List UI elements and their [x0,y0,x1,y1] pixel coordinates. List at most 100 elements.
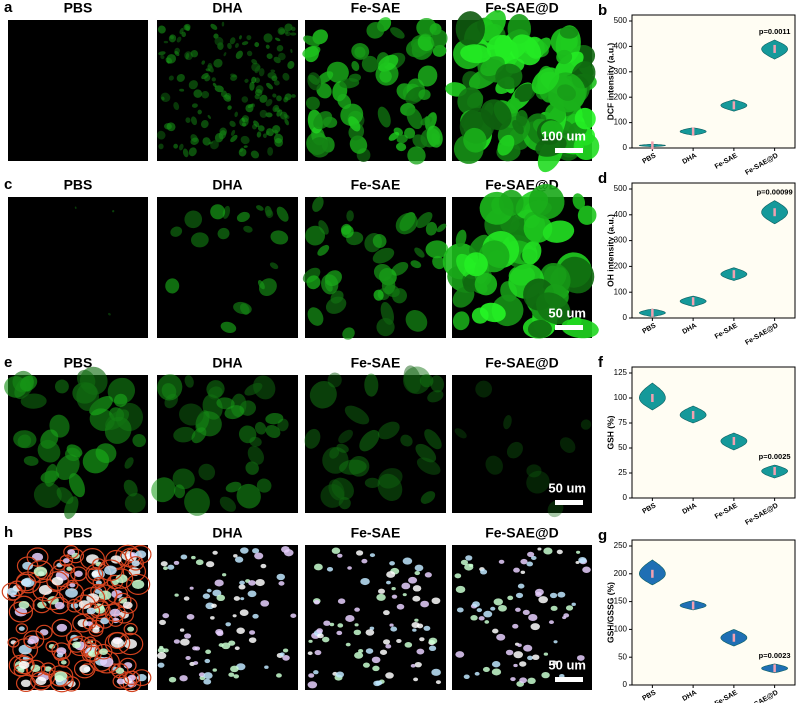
cell [33,481,62,509]
y-tick-label: 125 [614,368,628,377]
cell [188,80,198,90]
nucleus [543,652,549,656]
nucleus [249,630,256,635]
plot-frame [631,539,796,686]
cell [185,25,191,31]
cell [231,129,236,136]
cell [221,21,225,27]
cell [190,49,199,58]
cell [574,107,596,130]
cell [185,52,190,60]
cell [254,77,261,84]
cell [378,468,403,489]
cell [15,623,29,635]
cell [257,280,265,290]
cell [526,470,550,494]
cell [324,270,342,287]
cells [156,21,297,159]
nucleus [331,547,341,554]
cell [328,479,345,501]
nucleus [185,655,191,660]
nucleus [347,566,352,570]
cell [262,133,267,138]
cell [206,380,225,398]
nucleus [498,559,505,564]
nucleus [173,560,180,565]
nucleus [414,564,424,572]
nucleus [228,672,235,677]
nucleus [323,620,331,626]
cell [348,116,361,132]
cell [258,278,277,296]
nucleus [186,614,195,620]
cell [92,577,106,589]
cell [512,120,524,135]
cell [559,26,579,39]
nucleus [582,566,591,573]
cell [498,189,524,216]
cell [127,556,144,571]
cell [457,87,484,115]
nucleus [519,677,528,684]
cell [266,82,274,90]
cell [163,40,169,44]
cell [351,60,360,72]
cell [76,382,99,412]
cell [417,34,434,51]
cell [254,65,261,74]
nucleus [410,664,416,668]
cell [313,111,333,130]
cell [184,210,203,229]
p-value: p=0.00099 [757,188,793,197]
nucleus [247,590,257,598]
cell [172,468,195,490]
nucleus [354,623,359,627]
cell [250,150,260,159]
nucleus [180,638,190,646]
cell [240,135,250,145]
nucleus [526,561,533,567]
nucleus [468,563,474,568]
y-tick-label: 200 [614,262,628,271]
nucleus [115,667,125,674]
cell [265,412,284,425]
nucleus [91,571,100,577]
cell [403,365,422,394]
cell [320,484,345,508]
cell [243,145,248,148]
nucleus [402,557,413,565]
y-tick-label: 400 [614,210,628,219]
nucleus [419,637,425,642]
nucleus [252,548,260,554]
cells [151,374,289,516]
cells [304,365,445,510]
nucleus [236,627,245,634]
cell [87,566,104,581]
x-tick-label: Fe-SAE [714,322,739,341]
cell [416,457,441,475]
cell [419,374,434,388]
cell [381,276,396,295]
cell [463,127,487,153]
nucleus [356,550,364,556]
nucleus [498,604,507,612]
cell [577,205,597,225]
nucleus [386,571,396,578]
nucleus [168,676,177,683]
nucleus [189,586,194,590]
cell [395,142,407,152]
y-tick-label: 150 [614,597,628,606]
nucleus [557,591,566,598]
cell [275,37,281,42]
nucleus [18,660,30,669]
cell [220,90,228,98]
cell [241,96,249,103]
nucleus [571,602,576,606]
cell [219,496,236,512]
cell [245,461,259,475]
cell [497,134,515,156]
nucleus [86,621,93,627]
micrograph [452,375,592,513]
cell [158,51,166,56]
